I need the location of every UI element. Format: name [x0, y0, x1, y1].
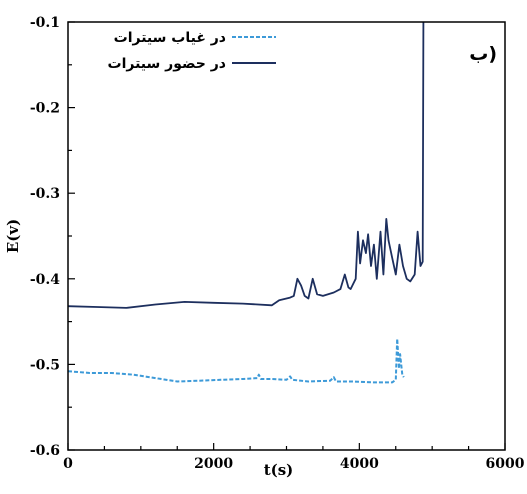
y-tick-label: -0.2 — [30, 101, 60, 117]
x-axis-title: t(s) — [264, 461, 294, 479]
x-tick-label: 6000 — [486, 456, 525, 472]
tick-labels: 0 2000 4000 6000 -0.1 -0.2 -0.3 -0.4 -0.5 -0.6 — [30, 15, 525, 472]
series-line-1 — [68, 22, 425, 309]
x-tick-label: 0 — [63, 456, 73, 472]
x-tick-label: 4000 — [340, 456, 379, 472]
y-tick-label: -0.3 — [30, 186, 60, 202]
y-axis-title: E(v) — [4, 219, 22, 253]
axis-ticks — [67, 21, 506, 451]
y-tick-label: -0.1 — [30, 15, 60, 31]
legend-label-absence: در غیاب سیترات — [114, 30, 226, 46]
plot-area — [68, 22, 425, 384]
y-tick-label: -0.4 — [30, 272, 60, 288]
x-tick-label: 2000 — [194, 456, 233, 472]
panel-label: ب) — [469, 43, 497, 65]
legend-label-presence: در حضور سیترات — [108, 56, 227, 72]
series-line-0 — [68, 337, 405, 384]
y-tick-label: -0.6 — [30, 443, 60, 459]
plot-frame — [67, 21, 506, 451]
y-tick-label: -0.5 — [30, 357, 60, 373]
legend: در غیاب سیترات در حضور سیترات — [108, 30, 276, 72]
